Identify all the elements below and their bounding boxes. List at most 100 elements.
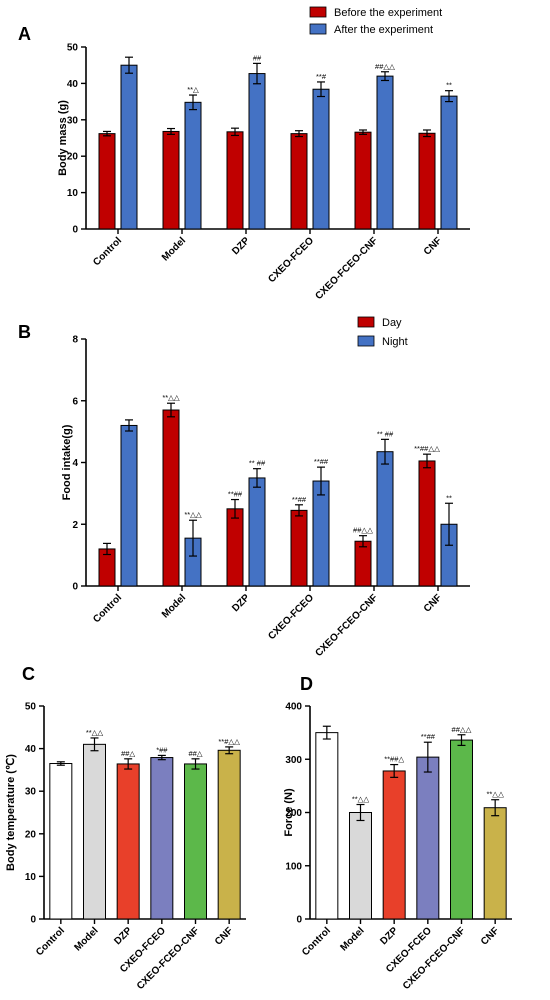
bar xyxy=(162,130,180,230)
significance-label: **## xyxy=(292,495,307,504)
bar xyxy=(98,133,116,230)
significance-label: ##△△ xyxy=(353,526,374,535)
bar xyxy=(416,756,440,920)
significance-label: ##△ xyxy=(188,749,203,758)
y-tick-label: 10 xyxy=(25,872,37,883)
y-tick-label: 6 xyxy=(72,396,78,407)
bar xyxy=(120,424,138,587)
x-tick-label: Model xyxy=(72,925,100,953)
y-tick-label: 100 xyxy=(285,861,302,872)
bar xyxy=(312,88,330,230)
x-tick-label: CNF xyxy=(422,235,444,257)
bar xyxy=(184,101,202,230)
significance-label: **△△ xyxy=(86,728,105,737)
panel-d: D 0 100 200 300 400 Force (N) Control Model DZPCX… xyxy=(283,674,512,992)
x-tick-label: Model xyxy=(160,592,188,620)
legend-swatch xyxy=(357,316,375,328)
legend-label: Before the experiment xyxy=(334,7,442,19)
significance-label: **## xyxy=(421,732,436,741)
significance-label: ** ## xyxy=(249,459,266,468)
y-tick-label: 2 xyxy=(72,520,78,531)
bar xyxy=(290,133,308,230)
bar xyxy=(376,451,394,587)
x-tick-label: CNF xyxy=(213,925,235,947)
bar xyxy=(440,95,458,230)
y-tick-label: 30 xyxy=(67,115,79,126)
bar xyxy=(382,770,406,920)
legend-label: After the experiment xyxy=(334,24,433,36)
panel-letter: D xyxy=(300,674,313,694)
x-tick-label: CXEO-FCEO xyxy=(266,235,316,285)
significance-label: **## xyxy=(228,490,243,499)
significance-label: ** ## xyxy=(377,429,394,438)
y-tick-label: 0 xyxy=(296,915,302,926)
x-tick-label: Control xyxy=(91,592,124,625)
x-tick-label: Control xyxy=(91,235,124,268)
significance-label: ##△△ xyxy=(452,725,473,734)
bar xyxy=(49,763,73,920)
bar xyxy=(290,509,308,587)
x-tick-label: DZP xyxy=(378,925,400,947)
y-axis-label: Food intake(g) xyxy=(61,424,73,500)
bar xyxy=(162,409,180,587)
y-axis-label: Body temperature (℃) xyxy=(5,754,17,871)
bar xyxy=(418,132,436,230)
x-tick-label: CXEO-FCEO-CNF xyxy=(401,925,468,992)
y-tick-label: 50 xyxy=(67,43,79,54)
significance-label: **## xyxy=(314,457,329,466)
significance-label: **##△△ xyxy=(414,444,441,453)
significance-label: ** xyxy=(446,81,452,90)
x-tick-label: CXEO-FCEO-CNF xyxy=(135,925,202,992)
bar xyxy=(116,763,140,920)
y-tick-label: 40 xyxy=(25,744,37,755)
bar xyxy=(354,131,372,230)
significance-label: **##△ xyxy=(384,755,405,764)
bar xyxy=(315,732,339,920)
x-tick-label: DZP xyxy=(112,925,134,947)
y-tick-label: 4 xyxy=(72,458,78,469)
panel-letter: B xyxy=(18,322,31,342)
bar xyxy=(349,812,372,920)
y-tick-label: 400 xyxy=(285,702,302,713)
legend-swatch xyxy=(309,23,327,35)
significance-label: **△△ xyxy=(486,790,505,799)
bar xyxy=(226,508,244,587)
y-tick-label: 20 xyxy=(25,829,37,840)
significance-label: ##△ xyxy=(121,749,136,758)
y-axis-label: Body mass (g) xyxy=(57,100,69,176)
panel-letter: A xyxy=(18,24,31,44)
x-tick-label: CNF xyxy=(479,925,501,947)
significance-label: **# xyxy=(316,72,327,81)
y-tick-label: 40 xyxy=(67,79,79,90)
significance-label: **△△ xyxy=(352,795,371,804)
panel-letter: C xyxy=(22,664,35,684)
significance-label: *## xyxy=(156,745,168,754)
x-tick-label: Model xyxy=(160,235,188,263)
y-tick-label: 300 xyxy=(285,755,302,766)
y-tick-label: 50 xyxy=(25,702,37,713)
x-tick-label: Control xyxy=(300,925,333,958)
bar xyxy=(418,460,436,587)
y-tick-label: 200 xyxy=(285,808,302,819)
bar xyxy=(217,749,241,920)
x-tick-label: Control xyxy=(34,925,67,958)
bar xyxy=(184,763,207,920)
y-tick-label: 0 xyxy=(30,915,36,926)
bar xyxy=(83,743,106,920)
bar xyxy=(354,540,372,587)
x-tick-label: CXEO-FCEO xyxy=(266,592,316,642)
panel-b: B 0 2 4 6 8 Food intake(g) Control Model DZP CXEO-… xyxy=(18,316,470,659)
y-tick-label: 0 xyxy=(72,225,78,236)
legend-label: Day xyxy=(382,317,402,329)
x-tick-label: CXEO-FCEO-CNF xyxy=(313,592,380,659)
bar xyxy=(483,807,507,920)
significance-label: ** xyxy=(446,493,452,502)
significance-label: **#△△ xyxy=(218,737,241,746)
y-tick-label: 10 xyxy=(67,188,79,199)
bar xyxy=(248,477,266,587)
panel-a: A 0 10 20 30 40 50 Body mass (g) Control Model DZP… xyxy=(18,6,470,302)
x-tick-label: CNF xyxy=(422,592,444,614)
significance-label: **△△ xyxy=(162,393,181,402)
y-tick-label: 20 xyxy=(67,152,79,163)
